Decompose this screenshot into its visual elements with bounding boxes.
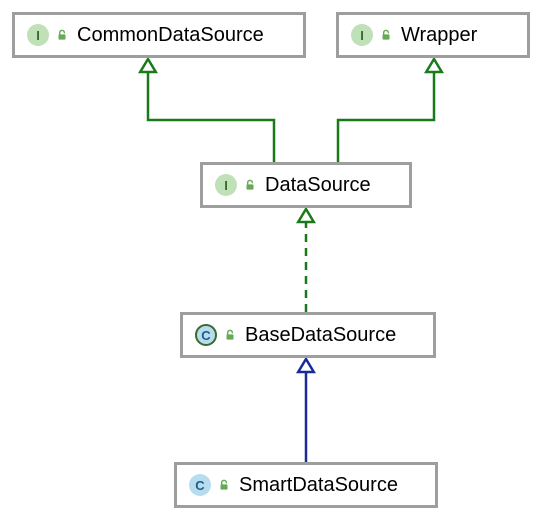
node-basedatasource: C BaseDataSource xyxy=(180,312,436,358)
class-badge-icon: C xyxy=(195,324,217,346)
node-common: I CommonDataSource xyxy=(12,12,306,58)
edge-layer xyxy=(0,0,550,516)
node-smartdatasource: C SmartDataSource xyxy=(174,462,438,508)
lock-icon xyxy=(223,328,237,342)
class-badge-icon: C xyxy=(189,474,211,496)
interface-badge-icon: I xyxy=(215,174,237,196)
node-label: CommonDataSource xyxy=(77,24,264,47)
node-wrapper: I Wrapper xyxy=(336,12,530,58)
interface-badge-icon: I xyxy=(351,24,373,46)
lock-icon xyxy=(243,178,257,192)
edge-datasource-to-common xyxy=(140,59,274,162)
node-label: Wrapper xyxy=(401,24,477,47)
node-label: SmartDataSource xyxy=(239,474,398,497)
arrowhead-icon xyxy=(140,59,156,72)
arrowhead-icon xyxy=(426,59,442,72)
edge-datasource-to-wrapper xyxy=(338,59,442,162)
arrowhead-icon xyxy=(298,209,314,222)
edge-smartdatasource-to-basedatasource xyxy=(298,359,314,462)
arrowhead-icon xyxy=(298,359,314,372)
lock-icon xyxy=(379,28,393,42)
lock-icon xyxy=(55,28,69,42)
node-datasource: I DataSource xyxy=(200,162,412,208)
node-label: DataSource xyxy=(265,174,371,197)
node-label: BaseDataSource xyxy=(245,324,396,347)
edge-basedatasource-to-datasource xyxy=(298,209,314,312)
interface-badge-icon: I xyxy=(27,24,49,46)
lock-icon xyxy=(217,478,231,492)
